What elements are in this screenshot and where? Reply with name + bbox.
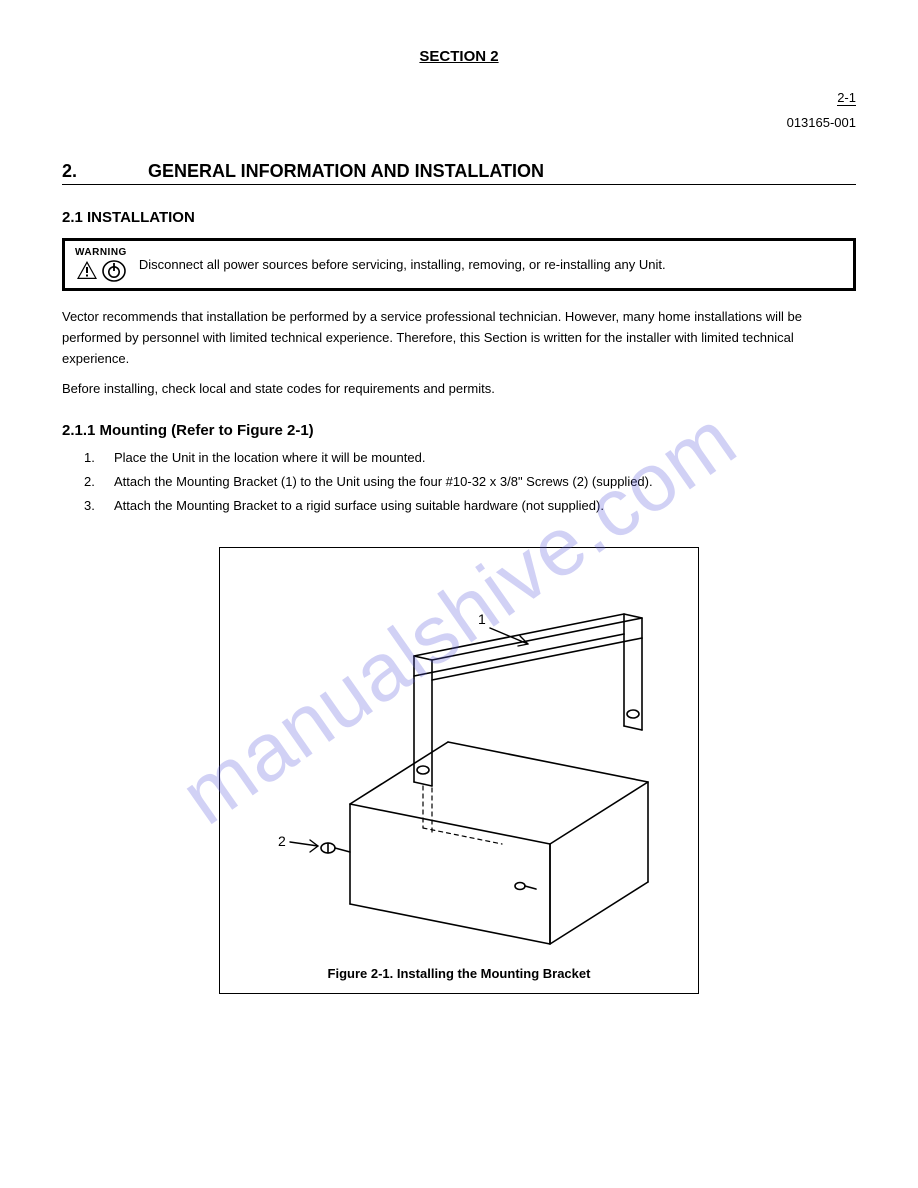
list-item: 2. Attach the Mounting Bracket (1) to th…	[84, 471, 856, 493]
doc-id: 013165-001	[787, 115, 856, 130]
section-heading-row: 2. GENERAL INFORMATION AND INSTALLATION	[62, 161, 856, 185]
list-item: 3. Attach the Mounting Bracket to a rigi…	[84, 495, 856, 517]
figure-box: 1 2 Figure 2-1. Installing the Mounting …	[219, 547, 699, 994]
warning-label: WARNING	[75, 247, 127, 258]
warning-triangle-icon	[76, 260, 98, 282]
install-paragraph-1: Vector recommends that installation be p…	[62, 307, 856, 369]
mounting-heading: 2.1.1 Mounting (Refer to Figure 2-1)	[62, 422, 856, 439]
figure-wrap: 1 2 Figure 2-1. Installing the Mounting …	[62, 547, 856, 994]
section-number: 2.	[62, 161, 148, 185]
section-title: GENERAL INFORMATION AND INSTALLATION	[148, 161, 856, 185]
warning-text: Disconnect all power sources before serv…	[139, 256, 666, 274]
warning-icon-row	[76, 260, 126, 282]
install-paragraph-2: Before installing, check local and state…	[62, 379, 856, 400]
list-num-3: 3.	[84, 495, 100, 517]
warning-box: WARNING Disconnect all power sources bef…	[62, 238, 856, 291]
power-off-icon	[102, 260, 126, 282]
install-heading: 2.1 INSTALLATION	[62, 209, 856, 226]
list-item: 1. Place the Unit in the location where …	[84, 447, 856, 469]
list-num-2: 2.	[84, 471, 100, 493]
figure-svg: 1 2	[232, 566, 688, 956]
page-number: 2-1	[837, 90, 856, 106]
figure-caption: Figure 2-1. Installing the Mounting Brac…	[232, 966, 686, 981]
callout-screw: 2	[278, 833, 286, 849]
list-num-1: 1.	[84, 447, 100, 469]
step-text: Attach the Mounting Bracket to a rigid s…	[114, 495, 604, 517]
step-text: Place the Unit in the location where it …	[114, 447, 425, 469]
section-header-top: SECTION 2	[62, 48, 856, 65]
callout-bracket: 1	[478, 611, 486, 627]
step-text: Attach the Mounting Bracket (1) to the U…	[114, 471, 653, 493]
mounting-steps: 1. Place the Unit in the location where …	[62, 447, 856, 517]
warning-label-block: WARNING	[75, 247, 127, 282]
